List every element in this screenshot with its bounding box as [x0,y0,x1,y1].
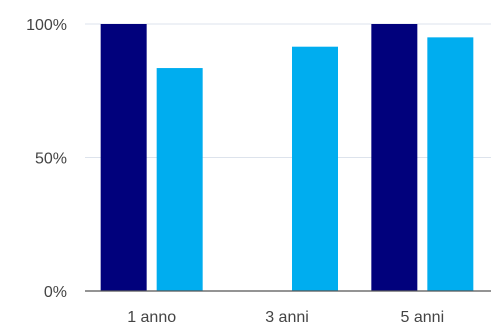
y-axis-tick-labels: 0% 50% 100% [26,17,67,301]
y-tick-label: 100% [26,17,67,34]
x-tick-label: 5 anni [401,309,445,325]
y-tick-label: 0% [44,284,67,301]
bar-1-anno-series-2 [156,68,203,292]
x-tick-label: 1 anno [127,309,176,325]
x-tick-label: 3 anni [265,309,309,325]
y-tick-label: 50% [35,151,67,168]
bar-5-anni-series-1 [371,24,418,291]
x-axis-tick-labels: 1 anno 3 anni 5 anni [127,309,444,325]
bar-3-anni-series-2 [292,46,338,291]
bar-1-anno-series-1 [100,24,147,291]
bars [100,24,474,292]
gridlines [85,23,491,158]
bar-5-anni-series-2 [427,37,474,291]
